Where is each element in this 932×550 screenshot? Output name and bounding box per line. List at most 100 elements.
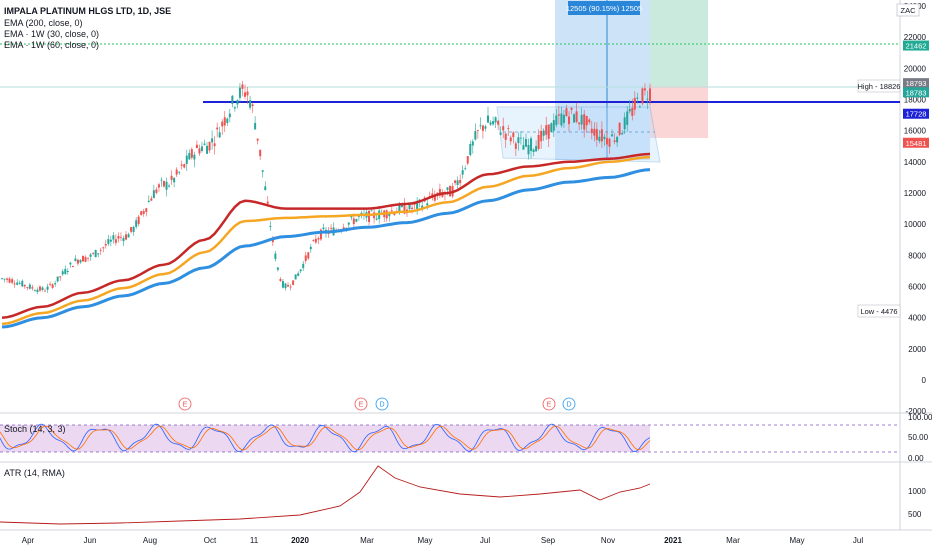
candle-body: [580, 114, 583, 125]
candle-body: [150, 198, 153, 201]
candle-body: [23, 284, 26, 287]
candle-body: [347, 222, 350, 225]
candle-body: [393, 212, 396, 215]
candle-body: [33, 290, 36, 292]
stoch-tick-50: 50.00: [908, 433, 929, 442]
candle-body: [137, 216, 140, 224]
atr-line: [0, 465, 651, 525]
candle-body: [497, 120, 500, 125]
earnings-marker[interactable]: [178, 397, 192, 411]
candle-body: [145, 208, 148, 212]
earnings-marker[interactable]: [354, 397, 368, 411]
atr-tick-500: 500: [908, 510, 922, 519]
stoch-band: [0, 425, 650, 452]
ema-w60-line[interactable]: [1, 155, 651, 326]
candle-body: [198, 148, 201, 154]
ema-w30-line[interactable]: [1, 152, 651, 319]
candle-body: [512, 132, 515, 138]
candle-body: [616, 136, 619, 143]
price-tick-label: 20000: [904, 64, 927, 73]
price-tag-box: [903, 137, 929, 148]
long-position-stop[interactable]: [650, 86, 708, 138]
candle-body: [140, 211, 143, 215]
time-tick-label: 11: [250, 536, 259, 545]
long-position-target[interactable]: [650, 0, 708, 86]
symbol-title[interactable]: IMPALA PLATINUM HLGS LTD, 1D, JSE: [4, 6, 172, 16]
candle-body: [208, 141, 211, 151]
candle-body: [535, 146, 538, 152]
candle-body: [588, 119, 591, 123]
candle-body: [79, 260, 82, 263]
candle-body: [390, 210, 393, 212]
candle-body: [479, 125, 482, 127]
price-tick-label: 8000: [908, 251, 926, 260]
candle-body: [147, 200, 150, 203]
candle-body: [524, 138, 527, 147]
candle-body: [292, 280, 295, 285]
channel-box[interactable]: [496, 106, 661, 163]
time-axis[interactable]: Apr Jun Aug Oct 11 2020 Mar May Jul Sep Nov 2021 Mar…: [22, 536, 864, 545]
candle-body: [307, 252, 310, 259]
legend-ema-w30[interactable]: EMA · 1W (30, close, 0): [4, 29, 100, 39]
candle-body: [190, 149, 193, 158]
legend-ema-w60[interactable]: EMA · 1W (60, close, 0): [4, 40, 100, 50]
candle-body: [193, 154, 196, 160]
candle-body: [509, 137, 512, 142]
earnings-marker-letter: E: [547, 402, 552, 409]
candle-body: [507, 128, 510, 130]
stoch-label[interactable]: Stoch (14, 3, 3): [4, 424, 66, 434]
candle-body: [206, 145, 209, 154]
candle-body: [246, 91, 249, 96]
chart-background: [0, 0, 900, 550]
candle-body: [59, 276, 62, 278]
candle-body: [299, 269, 302, 272]
legend-ema200[interactable]: EMA (200, close, 0): [4, 18, 83, 28]
candle-body: [168, 185, 171, 187]
candle-body: [613, 140, 616, 142]
price-tag-box: [903, 40, 929, 51]
high-label: High - 18826: [858, 82, 901, 91]
candle-body: [281, 281, 284, 288]
candle-body: [69, 262, 72, 265]
earnings-marker-letter: E: [359, 402, 364, 409]
candle-body: [302, 263, 305, 269]
candle-body: [426, 203, 429, 206]
candle-body: [304, 255, 307, 261]
dividend-marker[interactable]: [562, 397, 576, 411]
candle-body: [461, 170, 464, 175]
price-tick-label: 12000: [904, 189, 927, 198]
candle-body: [595, 129, 598, 140]
price-axis[interactable]: 2400022000200001800016000140001200010000…: [904, 2, 927, 416]
candle-body: [231, 95, 234, 104]
atr-label[interactable]: ATR (14, RMA): [4, 468, 65, 478]
candle-body: [560, 113, 563, 126]
candle-body: [542, 130, 545, 136]
candle-body: [51, 284, 54, 288]
candle-body: [185, 155, 188, 164]
candle-body: [178, 171, 181, 173]
candle-body: [165, 181, 168, 190]
candle-body: [504, 133, 507, 140]
price-candles[interactable]: [1, 80, 651, 295]
candle-body: [107, 239, 110, 244]
earnings-marker[interactable]: [542, 397, 556, 411]
currency-box[interactable]: [896, 3, 920, 17]
candle-body: [621, 133, 624, 135]
ema200-line[interactable]: [1, 168, 651, 329]
time-tick-label: Jul: [480, 536, 490, 545]
dividend-marker[interactable]: [375, 397, 389, 411]
candle-body: [532, 149, 535, 152]
candle-body: [175, 169, 178, 175]
candle-body: [454, 180, 457, 184]
candle-body: [355, 219, 358, 222]
candle-body: [449, 185, 452, 197]
candle-body: [287, 285, 290, 287]
candle-body: [89, 254, 92, 257]
candle-body: [203, 143, 206, 145]
candle-body: [643, 88, 646, 91]
candle-body: [350, 216, 353, 218]
candle-body: [41, 287, 44, 291]
candle-body: [297, 273, 300, 276]
candle-body: [269, 226, 272, 228]
